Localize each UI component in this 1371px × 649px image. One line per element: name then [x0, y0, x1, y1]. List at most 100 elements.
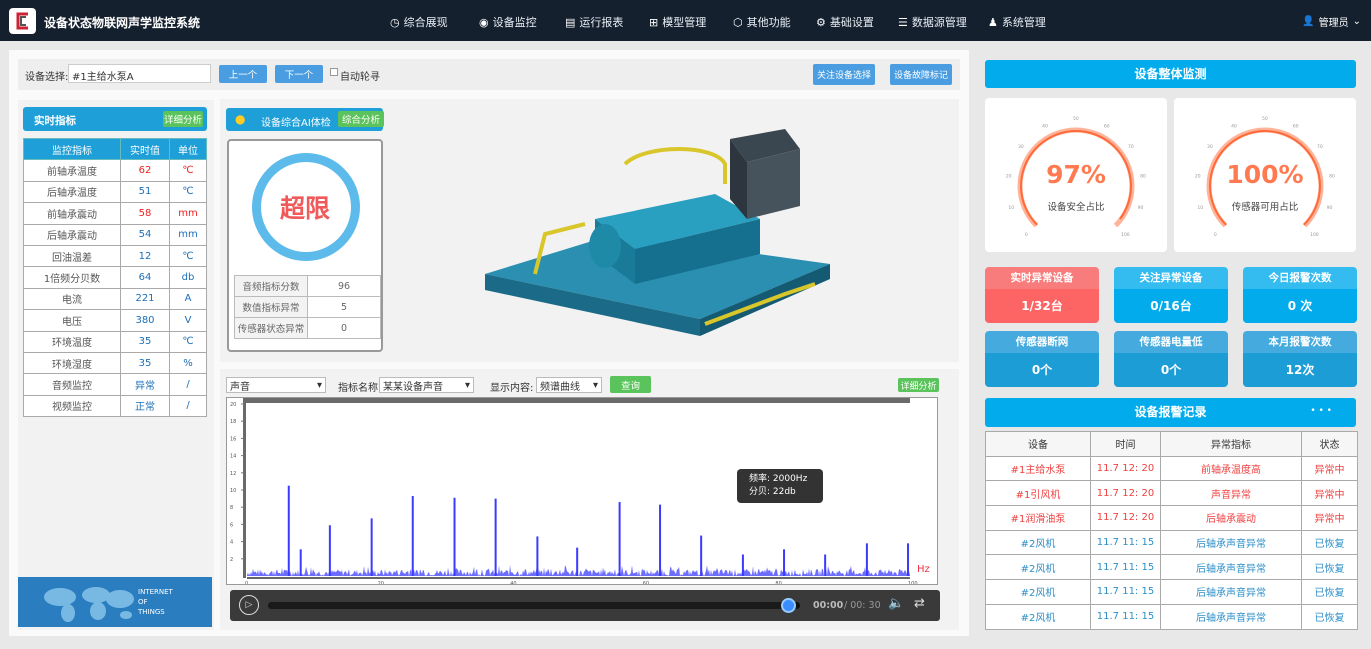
metric-unit: /: [169, 394, 207, 418]
stat-label: 音频指标分数: [234, 275, 308, 297]
nav-item[interactable]: ⊞ 模型管理: [649, 14, 706, 30]
nav-item[interactable]: ⚙ 基础设置: [816, 14, 874, 30]
seekbar-handle[interactable]: [781, 598, 797, 613]
alarm-metric: 后轴承声音异常: [1160, 603, 1302, 630]
stat-label: 数值指标异常: [234, 296, 308, 318]
alarm-metric: 后轴承声音异常: [1160, 554, 1302, 581]
alarm-metric: 声音异常: [1160, 480, 1302, 507]
alarm-row[interactable]: #1润滑油泵 11.7 12: 20 后轴承震动 异常中: [985, 505, 1358, 531]
tile-title: 本月报警次数: [1243, 331, 1357, 353]
spectrum-peak: [783, 549, 786, 576]
alarm-row[interactable]: #2风机 11.7 11: 15 后轴承声音异常 已恢复: [985, 579, 1358, 605]
stat-tile[interactable]: 本月报警次数 12次: [1243, 331, 1357, 387]
spectrum-peak: [411, 496, 414, 576]
tile-title: 传感器断网: [985, 331, 1099, 353]
display-select[interactable]: 频谱曲线 ▾: [536, 377, 602, 393]
col-header: 时间: [1090, 431, 1161, 457]
prev-device-button[interactable]: 上一个: [219, 65, 267, 83]
spectrum-detail-button[interactable]: 详细分析: [898, 378, 939, 392]
alarm-status: 异常中: [1301, 505, 1358, 531]
metric-unit: /: [169, 373, 207, 396]
gear-icon: ⚙: [816, 15, 826, 29]
volume-icon[interactable]: 🔈: [888, 596, 905, 611]
stat-tile[interactable]: 传感器断网 0个: [985, 331, 1099, 387]
metric-unit: A: [169, 287, 207, 311]
gauge-tick-label: 0: [1214, 232, 1217, 238]
audio-seekbar[interactable]: [268, 598, 800, 613]
banner-line: OF: [138, 598, 148, 606]
metric-select[interactable]: 某某设备声音 ▾: [379, 377, 474, 393]
source-select-value: 声音: [230, 381, 250, 393]
stat-tile[interactable]: 今日报警次数 0 次: [1243, 267, 1357, 323]
spectrum-peak: [299, 549, 302, 576]
device-select-input[interactable]: #1主给水泵A: [68, 64, 211, 83]
alarm-row[interactable]: #2风机 11.7 11: 15 后轴承声音异常 已恢复: [985, 529, 1358, 556]
more-icon[interactable]: • • •: [1310, 406, 1332, 416]
y-tick-label: 14: [230, 454, 236, 460]
spectrum-peak: [453, 497, 456, 576]
auto-cycle-checkbox[interactable]: [330, 68, 338, 76]
stat-label: 传感器状态异常: [234, 317, 308, 339]
stat-tile[interactable]: 关注异常设备 0/16台: [1114, 267, 1228, 323]
user-icon: 👤: [1302, 16, 1315, 27]
noise-floor: [247, 565, 910, 576]
alarm-title: 设备报警记录: [1134, 405, 1207, 419]
nav-label: 数据源管理: [911, 16, 967, 29]
table-row: 回油温差 12 ℃: [23, 244, 207, 268]
ai-header: ● 设备综合AI体检 综合分析: [226, 108, 384, 131]
alarm-row[interactable]: #2风机 11.7 11: 15 后轴承声音异常 已恢复: [985, 554, 1358, 581]
y-tick-label: 16: [230, 436, 236, 442]
alarm-metric: 前轴承温度高: [1160, 455, 1302, 482]
alarm-row[interactable]: #1主给水泵 11.7 12: 20 前轴承温度高 异常中: [985, 455, 1358, 482]
tile-value: 0/16台: [1114, 289, 1228, 323]
loop-icon[interactable]: ⇄: [914, 596, 925, 611]
nav-label: 模型管理: [662, 16, 707, 29]
gauge: 0 10 20 30 40 50 60 70 80 90 100: [1195, 116, 1335, 238]
spectrum-panel: 声音 ▾ 指标名称: 某某设备声音 ▾ 显示内容: 频谱曲线 ▾ 查询 详细分析 2 4…: [220, 369, 959, 630]
tooltip-db: 分贝: 22db: [749, 487, 796, 497]
stat-tile[interactable]: 传感器电量低 0个: [1114, 331, 1228, 387]
unit-label: Hz: [917, 564, 930, 575]
model-icon: ⊞: [649, 15, 659, 29]
alarm-table: 设备 时间 异常指标 状态 #1主给水泵 11.7 12: 20 前轴承温度高 异常中…: [985, 431, 1358, 630]
alarm-time: 11.7 12: 20: [1090, 480, 1161, 507]
alarm-status: 已恢复: [1301, 603, 1358, 630]
gauge-tick-label: 80: [1329, 173, 1335, 179]
alarm-device: #1引风机: [985, 480, 1091, 507]
alarm-status: 异常中: [1301, 455, 1358, 482]
tile-value: 12次: [1243, 353, 1357, 387]
user-menu[interactable]: 👤 管理员 ⌄: [1302, 14, 1361, 29]
focus-device-button[interactable]: 关注设备选择: [813, 64, 875, 85]
nav-item[interactable]: ◷ 综合展现: [390, 14, 448, 30]
alarm-row[interactable]: #1引风机 11.7 12: 20 声音异常 异常中: [985, 480, 1358, 507]
dropdown-arrow-icon: ▾: [464, 379, 470, 391]
gauge-tick-label: 60: [1293, 123, 1299, 129]
alarm-row[interactable]: #2风机 11.7 11: 15 后轴承声音异常 已恢复: [985, 603, 1358, 630]
nav-item[interactable]: ☰ 数据源管理: [898, 14, 967, 30]
alarm-time: 11.7 11: 15: [1090, 529, 1161, 556]
gauge-tick-label: 20: [1195, 173, 1201, 179]
auto-cycle-label: 自动轮寻: [340, 72, 380, 83]
nav-item[interactable]: ⬡ 其他功能: [733, 14, 791, 30]
nav-item[interactable]: ▤ 运行报表: [565, 14, 623, 30]
spectrum-peak: [494, 498, 497, 576]
source-select[interactable]: 声音 ▾: [226, 377, 326, 393]
stat-value: 96: [307, 275, 381, 297]
play-icon[interactable]: ▷: [239, 595, 259, 615]
chevron-down-icon: ⌄: [1352, 16, 1361, 27]
metric-unit: ℃: [169, 244, 207, 268]
nav-item[interactable]: ♟ 系统管理: [988, 14, 1046, 30]
next-device-button[interactable]: 下一个: [275, 65, 323, 83]
stat-tile[interactable]: 实时异常设备 1/32台: [985, 267, 1099, 323]
alarm-header: 设备报警记录 • • •: [985, 398, 1356, 427]
nav-item[interactable]: ◉ 设备监控: [479, 14, 537, 30]
table-row: 电流 221 A: [23, 287, 207, 311]
metric-name: 环境温度: [23, 330, 121, 353]
query-button[interactable]: 查询: [610, 376, 651, 393]
ai-analysis-button[interactable]: 综合分析: [338, 111, 384, 127]
nav-label: 基础设置: [829, 16, 874, 29]
col-header: 异常指标: [1160, 431, 1302, 457]
realtime-table: 监控指标 实时值 单位 前轴承温度 62 ℃ 后轴承温度 51 ℃ 前轴承震动 58 mm 后轴承…: [23, 137, 207, 418]
realtime-detail-button[interactable]: 详细分析: [163, 111, 203, 127]
fault-mark-button[interactable]: 设备故障标记: [890, 64, 952, 85]
